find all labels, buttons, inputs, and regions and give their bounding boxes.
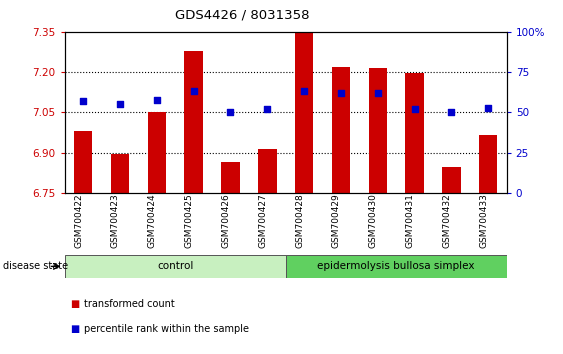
Point (226, 110, 235, 115)
Bar (221, 162, 240, 193)
Text: GSM700424: GSM700424 (148, 193, 157, 247)
Point (153, 97, 162, 102)
Bar (332, 67, 350, 193)
Bar (258, 149, 276, 193)
Point (410, 106, 419, 112)
Text: epidermolysis bullosa simplex: epidermolysis bullosa simplex (318, 261, 475, 272)
Text: GSM700431: GSM700431 (405, 193, 414, 248)
Text: GSM700427: GSM700427 (258, 193, 267, 248)
Point (263, 106, 272, 112)
Point (79, 98, 88, 104)
Point (300, 88, 309, 94)
Point (484, 105, 493, 110)
Text: GSM700423: GSM700423 (111, 193, 120, 248)
Point (337, 90, 346, 96)
Text: GSM700428: GSM700428 (295, 193, 304, 248)
Point (115, 102, 124, 107)
Bar (443, 167, 461, 193)
Text: GSM700433: GSM700433 (479, 193, 488, 248)
Text: ■: ■ (70, 299, 79, 309)
Point (447, 110, 456, 115)
Bar (111, 154, 129, 193)
Point (189, 88, 198, 94)
FancyBboxPatch shape (285, 255, 507, 278)
Bar (405, 74, 424, 193)
Bar (369, 68, 387, 193)
Text: GSM700430: GSM700430 (369, 193, 378, 248)
Bar (185, 51, 203, 193)
Bar (479, 135, 498, 193)
Text: GSM700426: GSM700426 (221, 193, 230, 248)
Point (373, 90, 382, 96)
Text: disease state: disease state (3, 261, 68, 271)
Text: percentile rank within the sample: percentile rank within the sample (84, 324, 249, 334)
Text: GSM700429: GSM700429 (332, 193, 341, 248)
Text: transformed count: transformed count (84, 299, 175, 309)
Text: GSM700425: GSM700425 (185, 193, 194, 248)
Bar (74, 131, 92, 193)
Text: GSM700422: GSM700422 (74, 193, 83, 247)
Text: control: control (157, 261, 194, 272)
Text: GDS4426 / 8031358: GDS4426 / 8031358 (175, 9, 309, 22)
FancyBboxPatch shape (65, 255, 285, 278)
Bar (148, 113, 166, 193)
Text: GSM700432: GSM700432 (443, 193, 452, 248)
Text: ■: ■ (70, 324, 79, 334)
Bar (295, 33, 314, 193)
